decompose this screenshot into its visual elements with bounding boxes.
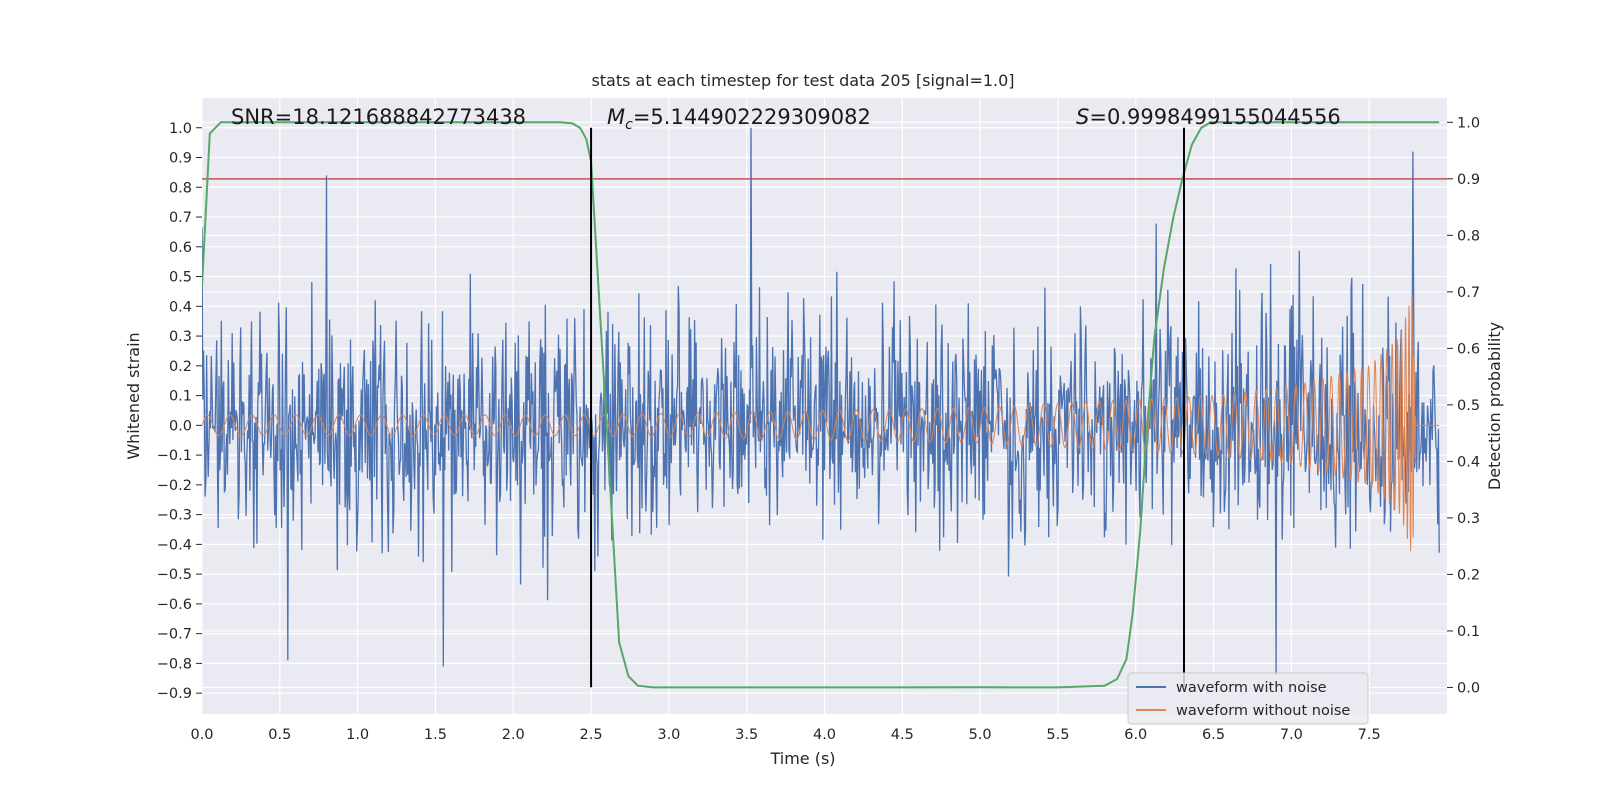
x-tick-label: 7.5	[1358, 727, 1381, 743]
y-axis-ticks: 1.0 0.9 0.8 0.7 0.6 0.5 0.4 0.3 0.2 0.1 0.0 −0.1 −0.…	[157, 121, 202, 702]
chirp-mass-symbol: M	[607, 105, 625, 129]
y2-tick-label: 0.1	[1457, 624, 1480, 640]
chirp-mass-subscript: c	[625, 117, 633, 133]
y-tick-label: 0.1	[169, 389, 192, 405]
x-tick-label: 0.0	[190, 727, 213, 743]
vertical-markers	[590, 127, 1185, 688]
x-axis-label: Time (s)	[769, 749, 835, 768]
y2-axis-ticks: 1.0 0.9 0.8 0.7 0.6 0.5 0.4 0.3 0.2 0.1 0.0	[1447, 115, 1480, 696]
waveform-without-noise-line	[202, 294, 1440, 552]
x-tick-label: 6.0	[1124, 727, 1147, 743]
y-tick-label: 0.8	[169, 180, 192, 196]
x-tick-label: 1.0	[346, 727, 369, 743]
x-tick-label: 3.5	[735, 727, 758, 743]
x-tick-label: 4.5	[891, 727, 914, 743]
x-tick-label: 0.5	[268, 727, 291, 743]
y-tick-label: −0.5	[157, 567, 192, 583]
x-axis-ticks: 0.0 0.5 1.0 1.5 2.0 2.5 3.0 3.5 4.0 4.5 5.0 5.5 6.0 6…	[190, 727, 1380, 743]
legend-box	[1127, 672, 1369, 725]
chirp-mass-value: =5.144902229309082	[633, 105, 871, 129]
y-tick-label: 0.3	[169, 329, 192, 345]
y2-tick-label: 0.0	[1457, 680, 1480, 696]
y2-tick-label: 0.3	[1457, 511, 1480, 527]
y-tick-label: −0.8	[157, 656, 192, 672]
waveform-with-noise-line	[202, 127, 1440, 676]
y-tick-label: 1.0	[169, 121, 192, 137]
y-tick-label: −0.2	[157, 478, 192, 494]
y-tick-label: −0.1	[157, 448, 192, 464]
x-tick-label: 4.0	[813, 727, 836, 743]
y-tick-label: −0.4	[157, 537, 192, 553]
y-axis-label: Whitened strain	[124, 332, 143, 459]
y-tick-label: −0.7	[157, 627, 192, 643]
y2-tick-label: 0.8	[1457, 228, 1480, 244]
score-value: =0.9998499155044556	[1089, 105, 1340, 129]
plot-content	[202, 121, 1447, 689]
chart-title: stats at each timestep for test data 205…	[591, 71, 1014, 90]
y2-tick-label: 0.7	[1457, 285, 1480, 301]
x-tick-label: 1.5	[424, 727, 447, 743]
score-symbol: S	[1076, 105, 1089, 129]
snr-annotation: SNR=18.121688842773438	[231, 105, 526, 129]
y-tick-label: 0.2	[169, 359, 192, 375]
x-tick-label: 6.5	[1202, 727, 1225, 743]
y2-tick-label: 0.4	[1457, 454, 1480, 470]
x-tick-label: 7.0	[1280, 727, 1303, 743]
y2-axis-label: Detection probability	[1485, 322, 1504, 490]
legend-label-noise: waveform with noise	[1176, 680, 1327, 696]
y-tick-label: 0.6	[169, 240, 192, 256]
y2-tick-label: 0.2	[1457, 567, 1480, 583]
x-tick-label: 2.0	[502, 727, 525, 743]
y-tick-label: 0.9	[169, 151, 192, 167]
detection-probability-line	[202, 121, 1440, 689]
y2-tick-label: 0.9	[1457, 172, 1480, 188]
y-tick-label: −0.6	[157, 597, 192, 613]
y-tick-label: 0.0	[169, 418, 192, 434]
y2-tick-label: 0.6	[1457, 341, 1480, 357]
chirp-mass-annotation: Mc=5.144902229309082	[607, 105, 871, 133]
y-tick-label: −0.3	[157, 508, 192, 524]
x-tick-label: 5.0	[969, 727, 992, 743]
y2-tick-label: 0.5	[1457, 398, 1480, 414]
legend: waveform with noise waveform without noi…	[1127, 672, 1369, 725]
y-tick-label: 0.7	[169, 210, 192, 226]
x-tick-label: 2.5	[580, 727, 603, 743]
y-tick-label: 0.4	[169, 299, 192, 315]
score-annotation: S=0.9998499155044556	[1076, 105, 1341, 129]
x-tick-label: 5.5	[1046, 727, 1069, 743]
y2-tick-label: 1.0	[1457, 115, 1480, 131]
x-tick-label: 3.0	[657, 727, 680, 743]
y-tick-label: −0.9	[157, 686, 192, 702]
y-tick-label: 0.5	[169, 270, 192, 286]
legend-label-clean: waveform without noise	[1176, 703, 1350, 719]
